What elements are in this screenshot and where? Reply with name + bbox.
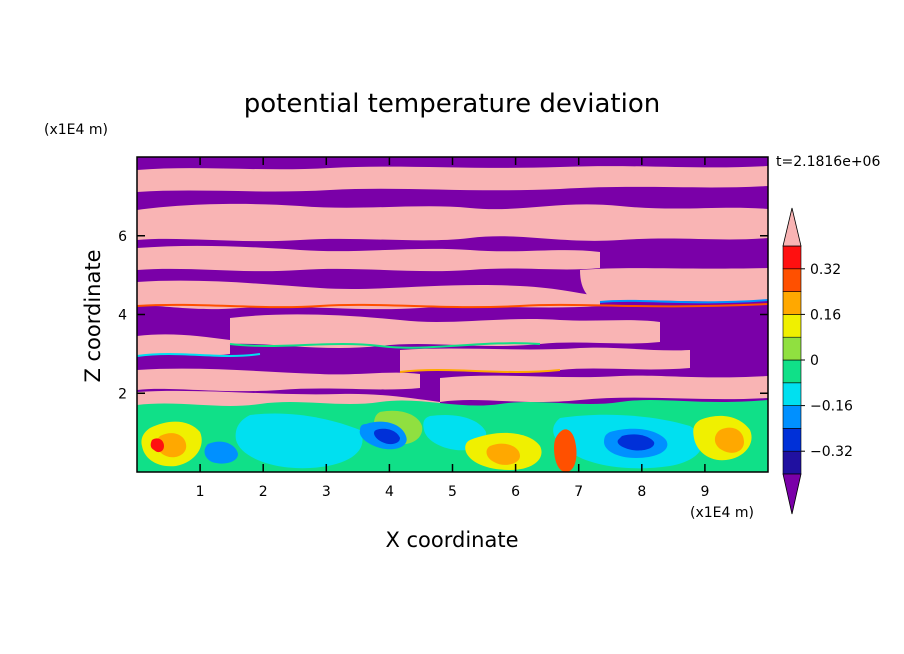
y-tick-label: 4 — [118, 308, 127, 324]
colorbar-tick-label: 0.32 — [810, 262, 841, 278]
x-axis-ticks: 1 2 3 4 5 6 7 8 9 — [196, 157, 709, 500]
colorbar-segment — [782, 405, 802, 429]
y-unit-label: (x1E4 m) — [44, 122, 108, 138]
x-tick-label: 9 — [700, 484, 709, 500]
colorbar-segment — [782, 291, 802, 315]
colorbar-tick-label: 0.16 — [810, 307, 841, 323]
colorbar-segment — [782, 382, 802, 406]
colorbar-segment — [782, 245, 802, 270]
colorbar-segment — [782, 336, 802, 361]
layer-interfaces — [137, 299, 768, 373]
colorbar-segment — [782, 450, 802, 475]
time-label: t=2.1816e+06 — [776, 154, 880, 170]
y-axis-ticks: 2 4 6 — [118, 229, 768, 402]
boundary-layer — [137, 400, 768, 472]
colorbar-tick-label: 0 — [810, 353, 819, 369]
y-axis-title: Z coordinate — [81, 249, 105, 382]
contour-field — [137, 157, 768, 472]
colorbar-extend-top — [782, 207, 802, 247]
colorbar-segment — [782, 268, 802, 292]
colorbar-extend-bottom — [782, 473, 802, 515]
x-tick-label: 2 — [259, 484, 268, 500]
chart-title: potential temperature deviation — [244, 89, 660, 119]
x-tick-label: 6 — [511, 484, 520, 500]
y-tick-label: 2 — [118, 386, 127, 402]
colorbar-segment — [782, 359, 802, 384]
colorbar-segment — [782, 314, 802, 338]
colorbar: 0.32 0.16 0 −0.16 −0.32 — [782, 207, 853, 515]
y-tick-label: 6 — [118, 229, 127, 245]
x-tick-label: 3 — [322, 484, 331, 500]
x-tick-label: 1 — [196, 484, 205, 500]
x-unit-label: (x1E4 m) — [690, 505, 754, 521]
x-tick-label: 5 — [448, 484, 457, 500]
positive-layers — [137, 166, 768, 414]
colorbar-tick-label: −0.32 — [810, 444, 853, 460]
colorbar-segment — [782, 428, 802, 452]
x-tick-label: 4 — [385, 484, 394, 500]
x-tick-label: 8 — [637, 484, 646, 500]
x-tick-label: 7 — [574, 484, 583, 500]
colorbar-tick-label: −0.16 — [810, 399, 853, 415]
x-axis-title: X coordinate — [385, 528, 518, 552]
